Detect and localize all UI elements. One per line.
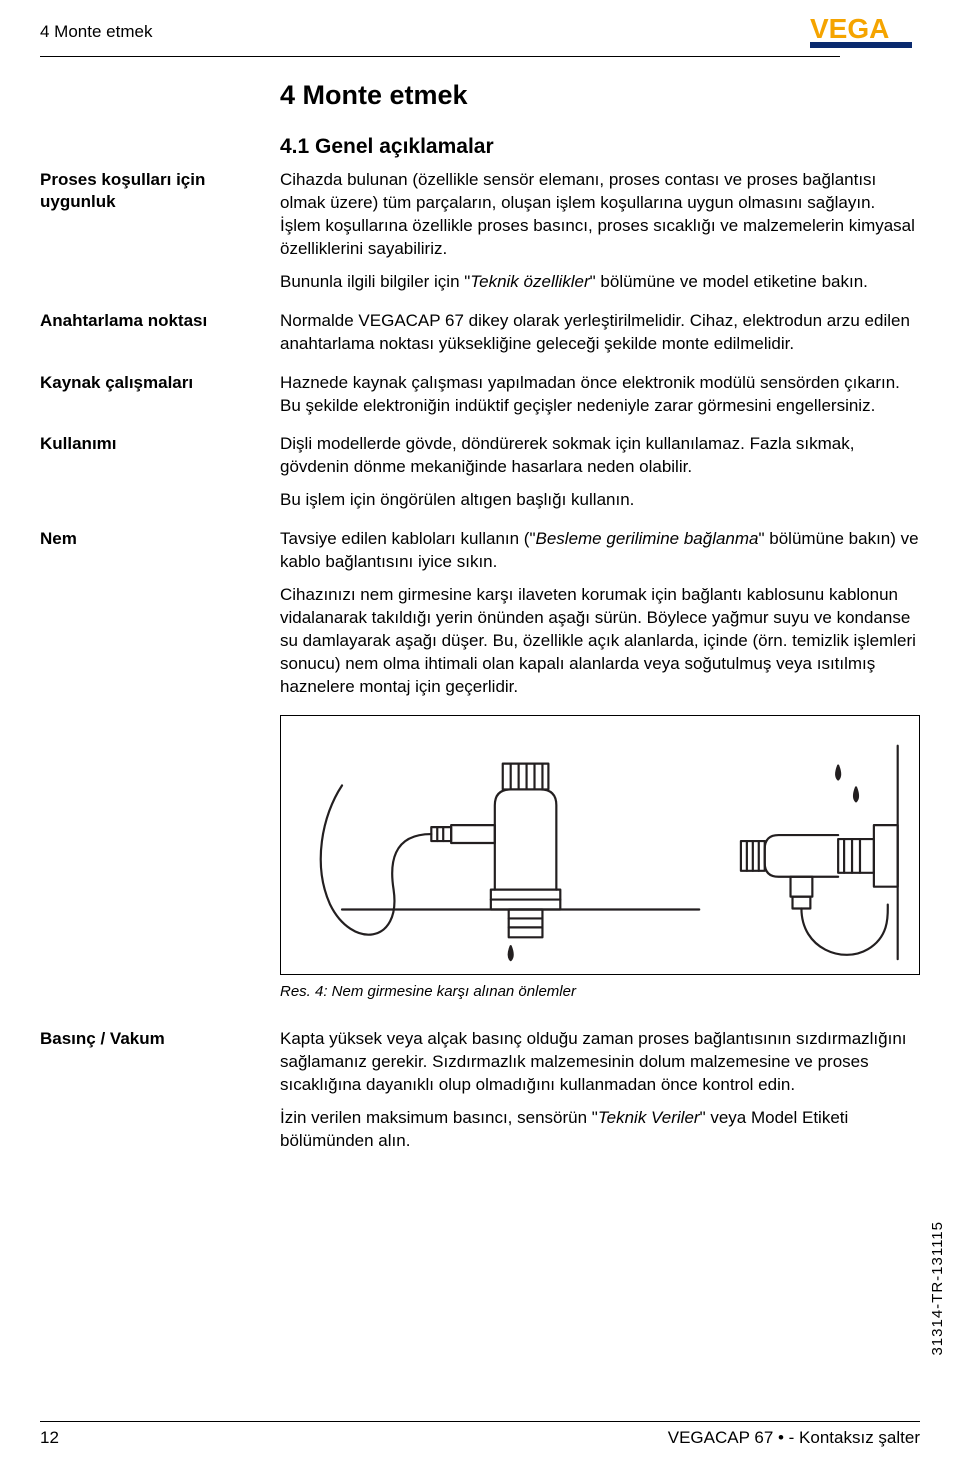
- block-0-label: Proses koşulları için uygunluk: [40, 169, 280, 294]
- block-4-paragraph: Cihazınızı nem girmesine karşı ilaveten …: [280, 584, 920, 699]
- chapter-title: 4 Monte etmek: [280, 80, 920, 111]
- logo-band: [810, 42, 912, 48]
- block-0-row: Proses koşulları için uygunlukCihazda bu…: [40, 169, 920, 294]
- after-figure-label: Basınç / Vakum: [40, 1028, 280, 1153]
- running-title: 4 Monte etmek: [40, 22, 920, 42]
- product-footer: VEGACAP 67 • - Kontaksız şalter: [668, 1428, 920, 1448]
- block-0-body: Cihazda bulunan (özellikle sensör eleman…: [280, 169, 920, 294]
- block-4-paragraph: Tavsiye edilen kabloları kullanın ("Besl…: [280, 528, 920, 574]
- block-2-label: Kaynak çalışmaları: [40, 372, 280, 418]
- block-1-paragraph: Normalde VEGACAP 67 dikey olarak yerleşt…: [280, 310, 920, 356]
- block-1-row: Anahtarlama noktasıNormalde VEGACAP 67 d…: [40, 310, 920, 356]
- block-0-paragraph: Cihazda bulunan (özellikle sensör eleman…: [280, 169, 920, 261]
- page-number: 12: [40, 1428, 59, 1448]
- block-2-body: Haznede kaynak çalışması yapılmadan önce…: [280, 372, 920, 418]
- after-figure-paragraph: İzin verilen maksimum basıncı, sensörün …: [280, 1107, 920, 1153]
- figure-caption: Res. 4: Nem girmesine karşı alınan önlem…: [280, 983, 920, 1000]
- section-title: 4.1 Genel açıklamalar: [280, 135, 920, 159]
- block-4-body: Tavsiye edilen kabloları kullanın ("Besl…: [280, 528, 920, 699]
- block-3-paragraph: Bu işlem için öngörülen altıgen başlığı …: [280, 489, 920, 512]
- block-1-body: Normalde VEGACAP 67 dikey olarak yerleşt…: [280, 310, 920, 356]
- block-3-paragraph: Dişli modellerde gövde, döndürerek sokma…: [280, 433, 920, 479]
- block-2-paragraph: Haznede kaynak çalışması yapılmadan önce…: [280, 372, 920, 418]
- logo-text: VEGA: [810, 13, 889, 44]
- block-3-label: Kullanımı: [40, 433, 280, 512]
- figure-4: [280, 715, 920, 975]
- brand-logo: VEGA: [810, 10, 920, 52]
- after-figure-body: Kapta yüksek veya alçak basınç olduğu za…: [280, 1028, 920, 1153]
- block-4-label: Nem: [40, 528, 280, 699]
- block-2-row: Kaynak çalışmalarıHaznede kaynak çalışma…: [40, 372, 920, 418]
- block-3-body: Dişli modellerde gövde, döndürerek sokma…: [280, 433, 920, 512]
- block-3-row: KullanımıDişli modellerde gövde, döndüre…: [40, 433, 920, 512]
- header-rule: [40, 56, 840, 57]
- block-0-paragraph: Bununla ilgili bilgiler için "Teknik öze…: [280, 271, 920, 294]
- document-id: 31314-TR-131115: [929, 1221, 946, 1356]
- after-figure-paragraph: Kapta yüksek veya alçak basınç olduğu za…: [280, 1028, 920, 1097]
- after-figure-row: Basınç / VakumKapta yüksek veya alçak ba…: [40, 1028, 920, 1153]
- block-4-row: NemTavsiye edilen kabloları kullanın ("B…: [40, 528, 920, 699]
- block-1-label: Anahtarlama noktası: [40, 310, 280, 356]
